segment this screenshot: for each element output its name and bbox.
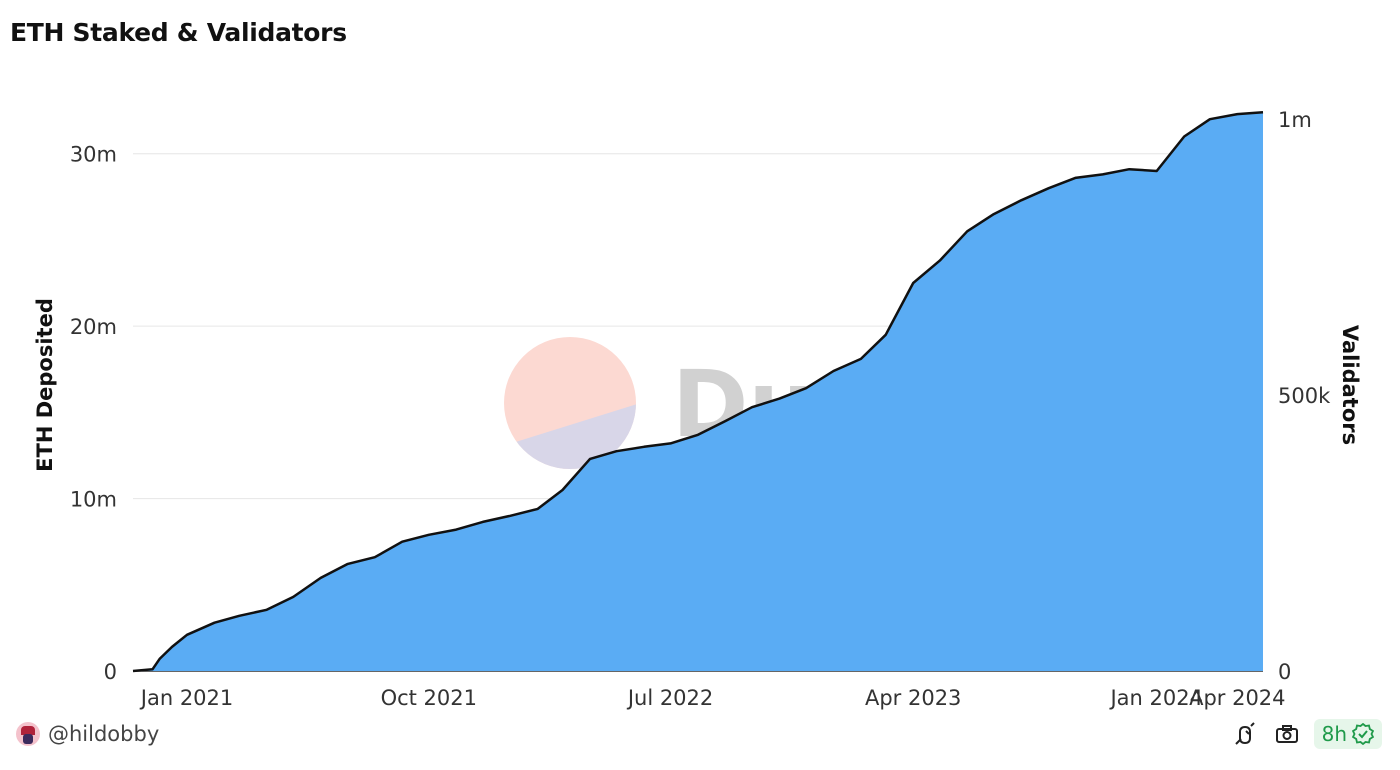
footer-actions: 8h <box>1230 718 1382 750</box>
y-axis-right-ticks: 0 500k 1m <box>1278 108 1331 684</box>
x-tick-label: Apr 2024 <box>1189 686 1285 710</box>
x-tick-label: Jan 2021 <box>139 686 234 710</box>
y-axis-right-title: Validators <box>1338 325 1362 445</box>
y2-tick-label: 0 <box>1278 660 1291 684</box>
y-tick-label: 0 <box>104 660 117 684</box>
y2-tick-label: 1m <box>1278 108 1312 132</box>
y-tick-label: 10m <box>70 488 117 512</box>
chart-title: ETH Staked & Validators <box>10 18 347 47</box>
check-circle-icon <box>1352 723 1374 745</box>
y-axis-left-ticks: 0 10m 20m 30m <box>70 143 117 684</box>
x-tick-label: Jan 2024 <box>1108 686 1203 710</box>
eth-deposited-line <box>132 111 1264 673</box>
refresh-badge[interactable]: 8h <box>1313 719 1382 749</box>
eth-deposited-area <box>133 112 1263 672</box>
avatar[interactable] <box>16 722 40 746</box>
y2-tick-label: 500k <box>1278 384 1331 408</box>
refresh-label: 8h <box>1321 722 1347 746</box>
author-username[interactable]: @hildobby <box>48 722 160 746</box>
x-tick-label: Oct 2021 <box>381 686 477 710</box>
x-tick-label: Apr 2023 <box>865 686 961 710</box>
y-tick-label: 20m <box>70 315 117 339</box>
bug-icon[interactable] <box>1230 718 1260 750</box>
y-axis-left-title: ETH Deposited <box>33 298 57 472</box>
x-axis-ticks: Jan 2021 Oct 2021 Jul 2022 Apr 2023 Jan 2024… <box>139 686 1286 710</box>
x-tick-label: Jul 2022 <box>626 686 713 710</box>
author-info[interactable]: @hildobby <box>16 722 159 746</box>
y-tick-label: 30m <box>70 143 117 167</box>
camera-icon[interactable] <box>1272 718 1302 750</box>
